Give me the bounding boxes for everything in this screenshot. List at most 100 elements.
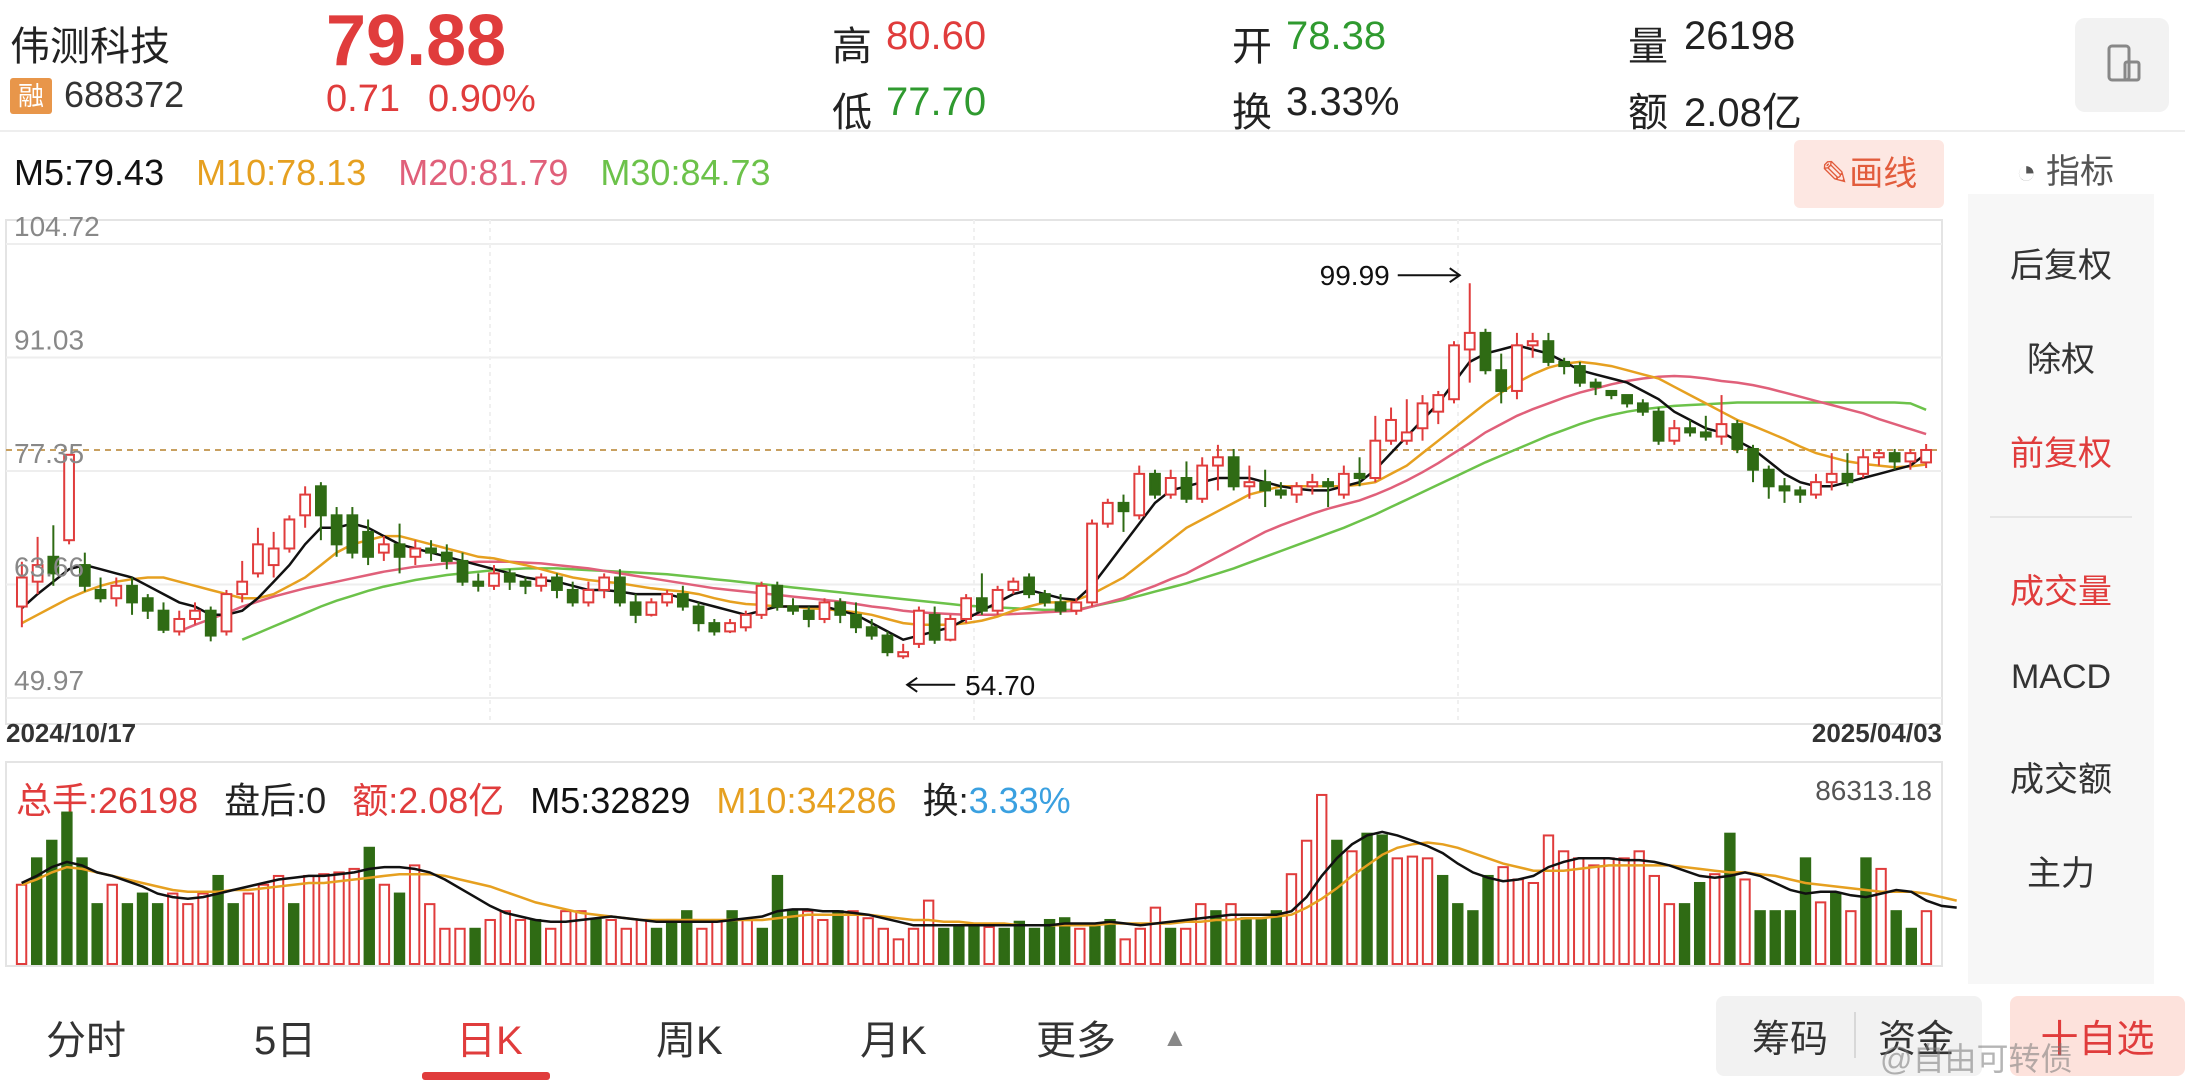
- side-divider: [1990, 516, 2132, 518]
- candle-body-up: [755, 584, 768, 616]
- volume-bar-up: [1663, 903, 1676, 965]
- volume-bar-down: [1905, 927, 1918, 965]
- candle: [15, 561, 28, 628]
- candle: [236, 560, 249, 603]
- candle-body-up: [1668, 427, 1681, 442]
- candle-body-up: [1070, 601, 1083, 612]
- candle: [1227, 448, 1240, 491]
- tab-5day[interactable]: 5日: [254, 1019, 317, 1063]
- candle-body-down: [1731, 423, 1744, 450]
- volume-bar-down: [30, 857, 43, 965]
- caret-up-icon[interactable]: ▲: [1162, 1022, 1188, 1052]
- tab-daily-k[interactable]: 日K: [456, 1019, 523, 1063]
- candle: [944, 614, 957, 642]
- candle: [1873, 448, 1885, 466]
- candle: [1731, 419, 1744, 454]
- candle-body-up: [252, 543, 264, 575]
- chips-button[interactable]: 筹码: [1752, 1019, 1829, 1061]
- watermark: @自由可转债: [1880, 1041, 2073, 1077]
- candle-body-up: [409, 547, 422, 558]
- volume-bar-down: [1830, 892, 1842, 966]
- volume-bar-up: [182, 903, 194, 965]
- candle: [1920, 444, 1933, 469]
- volume-bar-up: [1739, 878, 1751, 965]
- volume-bar-down: [998, 927, 1010, 965]
- indicator-button[interactable]: ◔ 指标: [2016, 144, 2114, 193]
- volume-bar-down: [91, 903, 103, 965]
- candle: [1164, 469, 1177, 499]
- candle-body-up: [1904, 452, 1917, 463]
- tab-more[interactable]: 更多: [1036, 1019, 1116, 1063]
- candle-body-up: [1086, 522, 1098, 604]
- candle-body-down: [362, 530, 374, 558]
- tab-weekly-k[interactable]: 周K: [656, 1019, 723, 1063]
- side-item-volume[interactable]: 成交量: [2010, 573, 2112, 611]
- candlestick-chart[interactable]: 104.72 91.03 77.35 63.66 49.97 99.99 54.70 20…: [0, 212, 1960, 752]
- candle: [535, 573, 548, 592]
- draw-line-button[interactable]: ✎画线: [1794, 140, 1944, 208]
- candle-body-up: [897, 651, 910, 658]
- candle: [110, 577, 123, 607]
- candle: [393, 523, 406, 574]
- side-item-backward-adjust[interactable]: 后复权: [2010, 247, 2112, 285]
- candle: [897, 643, 910, 659]
- volume-bar-up: [1709, 873, 1721, 965]
- candle: [330, 507, 343, 557]
- candle-body-up: [991, 588, 1004, 612]
- volume-bar-up: [197, 892, 209, 966]
- side-item-amount[interactable]: 成交额: [2010, 761, 2112, 799]
- candle: [315, 482, 327, 541]
- candle: [771, 581, 784, 611]
- candle-body-down: [1117, 501, 1130, 513]
- candle-body-down: [975, 597, 988, 612]
- side-item-macd[interactable]: MACD: [2010, 658, 2112, 696]
- candle-body-down: [771, 584, 784, 608]
- volume-bar-down: [1210, 910, 1222, 965]
- candle: [1605, 389, 1618, 400]
- volume-bar-down: [1013, 920, 1026, 965]
- candle: [1574, 361, 1586, 387]
- add-favorite-button[interactable]: 十自选: [2010, 996, 2185, 1076]
- volume-bar-up: [983, 926, 995, 965]
- candle: [834, 598, 847, 624]
- candle: [47, 525, 60, 586]
- candle: [283, 515, 296, 553]
- tab-intraday[interactable]: 分时: [46, 1019, 126, 1063]
- volume-bar-up: [560, 910, 572, 965]
- candle-body-up: [1369, 439, 1382, 480]
- tab-monthly-k[interactable]: 月K: [860, 1019, 927, 1063]
- vol-ma5-legend: M5:32829: [530, 780, 691, 821]
- volume-bar-up: [741, 918, 753, 965]
- candle-body-up: [1857, 456, 1870, 475]
- date-start-label: 2024/10/17: [6, 718, 136, 748]
- side-item-forward-adjust[interactable]: 前复权: [2010, 435, 2112, 473]
- candle-body-up: [582, 588, 595, 604]
- device-toggle-button[interactable]: [2075, 18, 2169, 112]
- funds-button[interactable]: 资金: [1878, 1019, 1955, 1061]
- candle-body-up: [63, 453, 75, 542]
- candle-body-down: [1227, 456, 1240, 488]
- side-item-main-force[interactable]: 主力: [2027, 855, 2095, 893]
- candle-body-down: [865, 626, 878, 637]
- volume-bar-down: [1890, 910, 1902, 965]
- candle: [472, 573, 485, 592]
- candle: [566, 581, 579, 607]
- candle-body-up: [299, 493, 312, 517]
- volume-bar-up: [711, 918, 723, 965]
- candle: [362, 519, 374, 566]
- candle: [645, 598, 658, 617]
- candle-body-up: [1825, 472, 1838, 484]
- volume-bar-down: [46, 839, 58, 965]
- volume-bar-down: [287, 903, 300, 965]
- candle: [1762, 465, 1775, 499]
- volume-chart[interactable]: 86313.18: [0, 760, 1960, 970]
- volume-bar-up: [1179, 927, 1192, 965]
- ma10-line: [21, 360, 1927, 627]
- candle-body-down: [629, 601, 642, 616]
- candle: [204, 606, 217, 642]
- volume-bar-down: [151, 903, 164, 965]
- side-item-ex-rights[interactable]: 除权: [2027, 341, 2095, 379]
- candle: [1259, 469, 1272, 508]
- vol-ma10-legend: M10:34286: [716, 780, 897, 821]
- candle: [425, 540, 437, 561]
